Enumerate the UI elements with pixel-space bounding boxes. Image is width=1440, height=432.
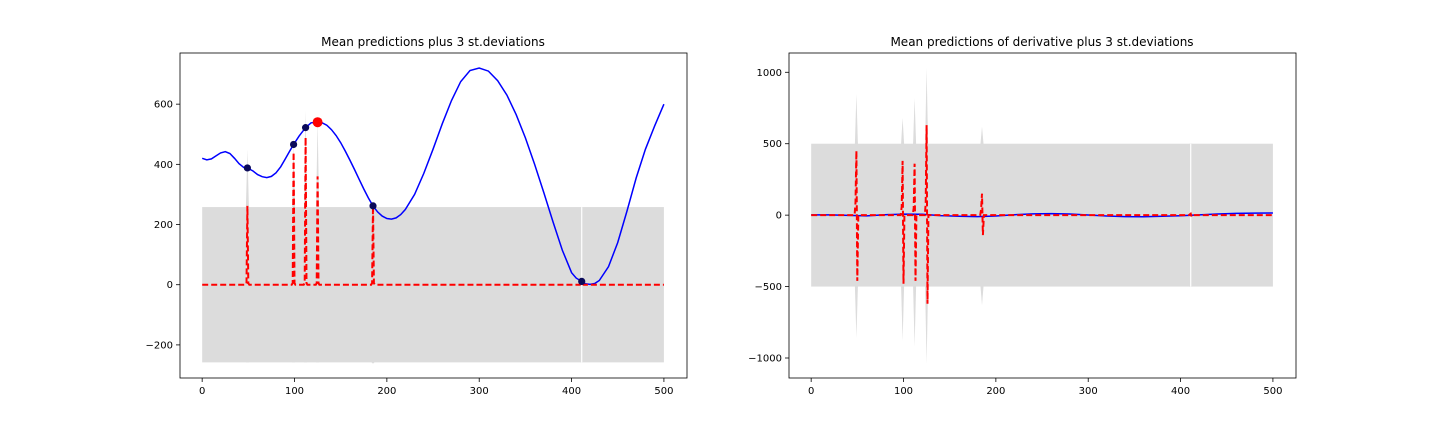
right-y-tick-label--500: −500 [755,282,782,293]
right-x-tick-label-400: 400 [1171,386,1190,397]
right-band-spike-2 [913,98,917,347]
left-axes-frame [179,52,688,379]
right-derivative-line [811,125,1273,304]
right-y-tick-label--1000: −1000 [748,354,782,365]
left-sample-point-0 [243,164,252,172]
left-band-spike-2 [304,110,308,363]
left-x-tick-label-400: 400 [562,386,581,397]
left-y-tick-label-400: 400 [154,160,173,171]
left-x-tick-label-500: 500 [654,386,673,397]
right-x-tick-label-500: 500 [1263,386,1282,397]
right-chart: Mean predictions of derivative plus 3 st… [748,35,1297,397]
left-sample-point-4 [578,277,586,286]
left-y-tick-label-0: 0 [167,280,173,291]
right-x-tick-label-200: 200 [986,386,1005,397]
right-plot-area: 0 100 200 300 400 500 −1000 −500 0 500 1000 [748,52,1297,397]
right-x-tick-label-0: 0 [808,386,814,397]
right-chart-title: Mean predictions of derivative plus 3 st… [890,35,1193,49]
right-y-tick-label-500: 500 [763,139,782,150]
left-derivative-line [202,137,664,286]
left-chart-title: Mean predictions plus 3 st.deviations [321,35,545,49]
right-y-tick-label-1000: 1000 [757,68,782,79]
left-x-tick-label-100: 100 [285,386,304,397]
left-x-tick-label-0: 0 [199,386,205,397]
right-x-tick-label-300: 300 [1079,386,1098,397]
right-y-tick-label-0: 0 [776,211,782,222]
left-best-point [312,117,323,128]
left-chart: Mean predictions plus 3 st.deviations 0 1… [146,35,688,397]
left-mean-line [201,67,665,286]
left-x-tick-label-300: 300 [470,386,489,397]
left-sample-point-1 [289,140,298,149]
left-y-tick-label-200: 200 [154,220,173,231]
left-sample-point-3 [369,202,377,210]
left-y-tick-label--200: −200 [146,340,173,351]
left-plot-area: 0 100 200 300 400 500 −200 0 200 400 600 [146,52,688,397]
right-x-tick-label-100: 100 [894,386,913,397]
left-y-tick-label-600: 600 [154,100,173,111]
left-sample-point-2 [301,124,310,132]
left-x-tick-label-200: 200 [377,386,396,397]
